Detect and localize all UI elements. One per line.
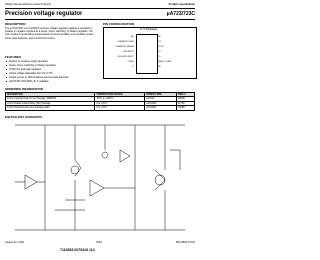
feature: 0.01% line and load regulation: [9, 67, 42, 71]
rule: [5, 19, 195, 20]
page-number: 1064: [96, 241, 102, 244]
pin-label: NC: [158, 65, 162, 68]
package: D, N Packages: [140, 28, 158, 31]
ic-body: [136, 34, 158, 74]
pin-label: V REF: [127, 60, 134, 63]
doc-code: 853-0890 13721: [176, 241, 195, 244]
bullet: [6, 81, 8, 83]
title: Precision voltage regulator: [5, 11, 83, 17]
pin-label: NON-INV INPUT: [117, 55, 134, 58]
cell: 14-Pin Plastic Dual In-Line Package (DIP…: [4, 105, 96, 111]
order-table: DESCRIPTION TEMPERATURE RANGE ORDER CODE DW…: [4, 91, 196, 111]
feature: Positive or negative supply operation: [9, 59, 49, 63]
heading: EQUIVALENT SCHEMATIC: [5, 115, 43, 119]
pin-label: INV INPUT: [123, 50, 134, 53]
feature: Output current to 150mA without external…: [9, 75, 69, 79]
pin-label: FREQ COMP: [158, 60, 172, 63]
heading: ORDERING INFORMATION: [5, 87, 43, 91]
pin-label: V-: [131, 65, 134, 68]
pin-label: VZ: [158, 40, 161, 43]
feature: μA723 MIL-STD-883A, B, C available: [9, 79, 49, 83]
cell: 0 to +70°C: [94, 105, 146, 111]
cell: μA723CN: [144, 105, 177, 111]
rule: [5, 8, 195, 9]
schematic: [15, 124, 185, 231]
pin-box: [103, 27, 197, 79]
bullet: [6, 61, 8, 63]
pin-label: NC: [130, 35, 134, 38]
heading: FEATURES: [5, 55, 21, 59]
date: August 31, 1994: [5, 241, 24, 244]
page: Philips Semiconductors Linear Products P…: [4, 3, 197, 252]
feature: Series, shunt, switching or floating ope…: [9, 63, 56, 67]
bullet: [6, 69, 8, 71]
feature: Output voltage adjustable from 2V to 37V: [9, 71, 53, 75]
company: Philips Semiconductors Linear Products: [5, 3, 51, 6]
paragraph: The μA723/723C is a monolithic precision…: [5, 27, 94, 40]
status: Product specification: [168, 3, 195, 6]
bullet: [6, 73, 8, 75]
part: μA723/723C: [166, 10, 195, 17]
pin-label: VC: [158, 50, 162, 53]
bullet: [6, 77, 8, 79]
row: 14-Pin Plastic Dual In-Line Package (DIP…: [4, 105, 196, 111]
heading: DESCRIPTION: [5, 22, 26, 26]
cell: 0405B: [175, 105, 196, 111]
pin-label: V+: [158, 55, 161, 58]
pin-label: NC: [158, 35, 162, 38]
barcode-text: 7110826 0079416 114: [60, 248, 95, 252]
pin-label: VOUT: [158, 45, 165, 48]
pin-label: CURRENT SENSE: [115, 45, 134, 48]
pin-label: CURRENT LIMIT: [117, 40, 134, 43]
bullet: [6, 65, 8, 67]
heading: PIN CONFIGURATION: [103, 22, 134, 26]
